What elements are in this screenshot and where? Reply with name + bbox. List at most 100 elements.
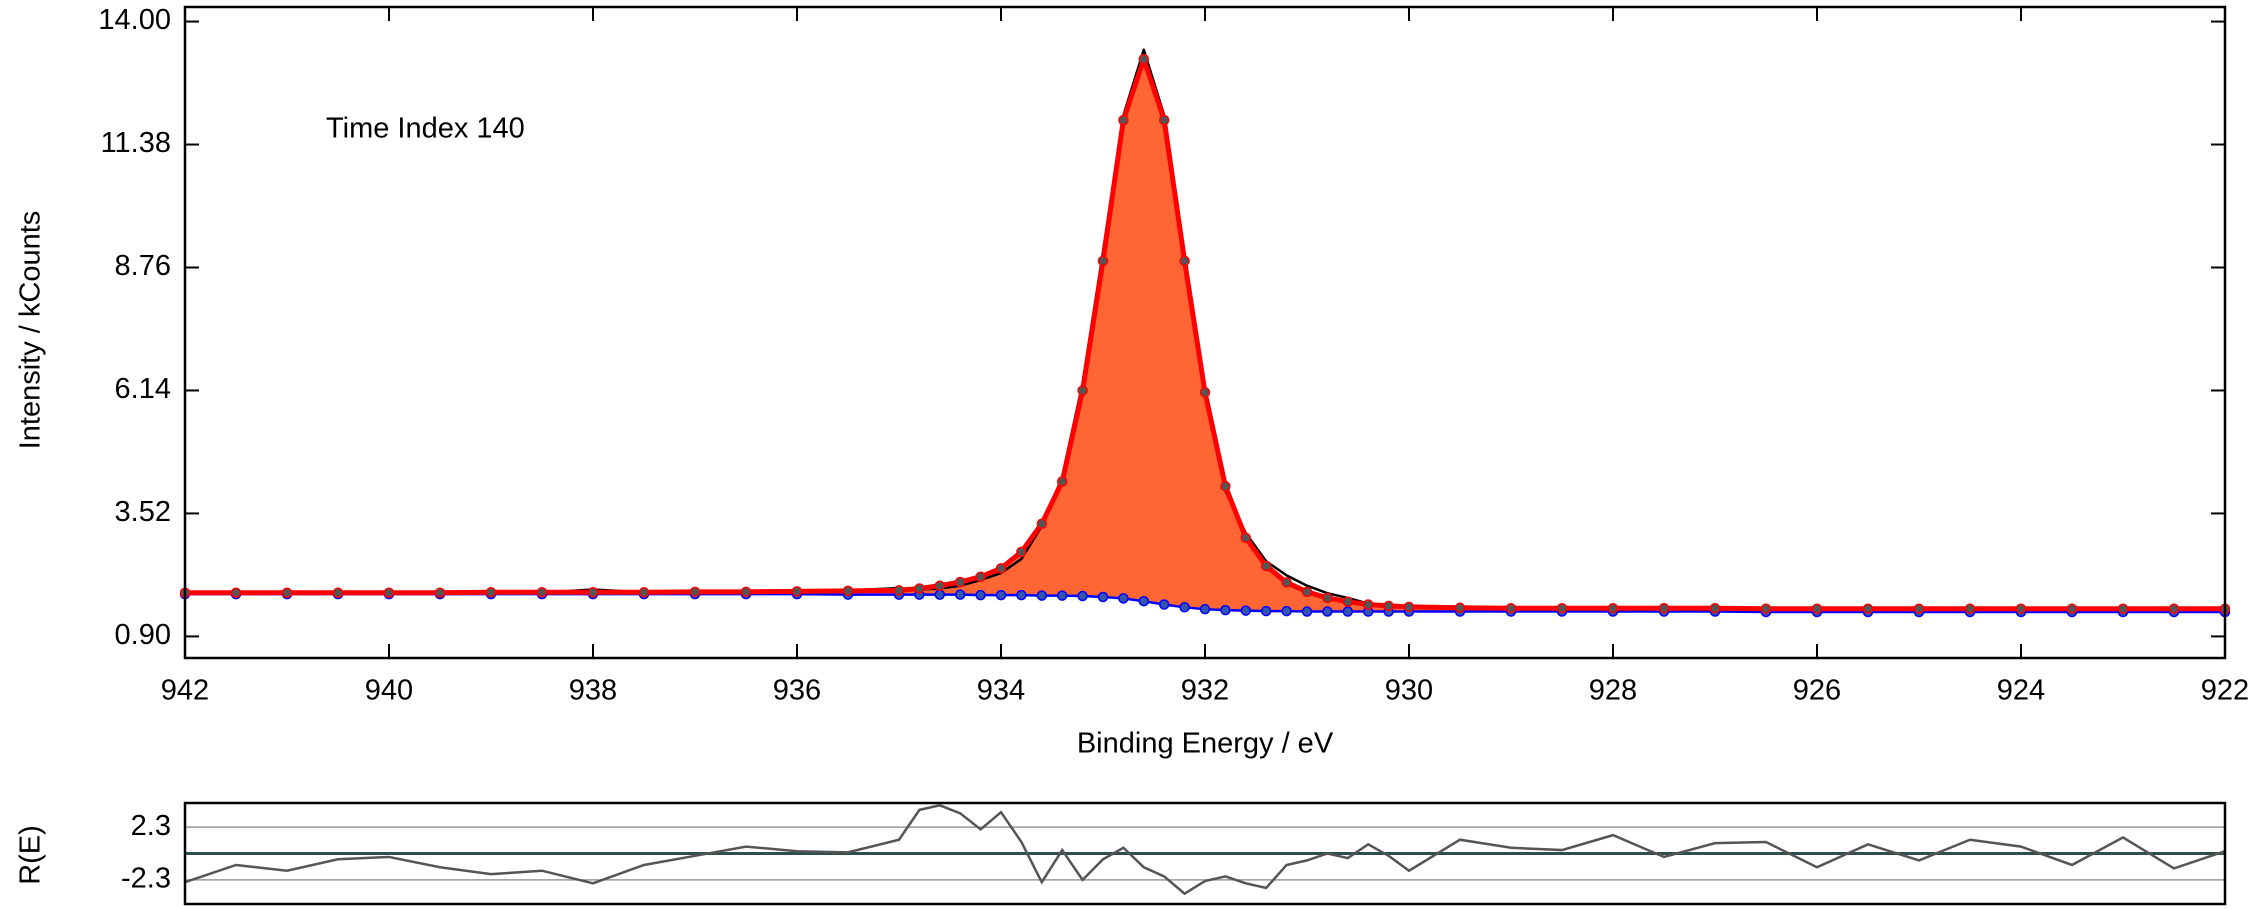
marker bbox=[995, 589, 1007, 601]
x-tick-label: 932 bbox=[1181, 675, 1229, 707]
marker bbox=[2168, 603, 2180, 614]
marker bbox=[1362, 599, 1374, 610]
marker bbox=[1342, 596, 1354, 607]
marker bbox=[1964, 603, 1976, 614]
envelope-line bbox=[185, 56, 2225, 612]
plot-frame bbox=[183, 5, 2227, 660]
marker bbox=[1383, 600, 1394, 612]
marker bbox=[1056, 476, 1068, 487]
marker bbox=[1862, 603, 1874, 614]
marker bbox=[1556, 602, 1568, 614]
marker bbox=[1118, 114, 1129, 126]
x-tick-label: 928 bbox=[1589, 675, 1637, 707]
marker bbox=[1607, 602, 1619, 614]
marker bbox=[791, 586, 803, 597]
y-tick-label: 3.52 bbox=[115, 496, 171, 528]
marker bbox=[2015, 603, 2027, 614]
marker bbox=[740, 586, 752, 598]
x-tick-label: 926 bbox=[1793, 675, 1841, 707]
marker bbox=[995, 563, 1007, 574]
x-tick-label: 936 bbox=[773, 675, 821, 707]
marker bbox=[1016, 546, 1027, 558]
marker bbox=[434, 587, 446, 599]
x-tick-label: 924 bbox=[1997, 675, 2045, 707]
y-tick-label: 6.14 bbox=[115, 373, 171, 405]
y-tick-label: 8.76 bbox=[115, 250, 171, 282]
marker bbox=[1301, 586, 1313, 598]
marker bbox=[1913, 603, 1925, 614]
marker bbox=[1240, 532, 1252, 544]
marker bbox=[975, 589, 986, 601]
marker bbox=[954, 576, 966, 588]
marker bbox=[2066, 603, 2078, 614]
component-area bbox=[185, 59, 2225, 613]
marker bbox=[934, 580, 946, 591]
marker bbox=[1016, 589, 1027, 601]
marker bbox=[914, 583, 925, 594]
marker bbox=[1158, 114, 1170, 126]
marker bbox=[383, 587, 395, 599]
x-tick-label: 938 bbox=[569, 675, 617, 707]
marker bbox=[1811, 603, 1823, 614]
marker bbox=[1077, 590, 1088, 602]
marker bbox=[536, 587, 548, 598]
marker bbox=[1322, 592, 1333, 604]
x-axis-label: Binding Energy / eV bbox=[1077, 728, 1334, 760]
y-axis-label: Intensity / kCounts bbox=[15, 211, 47, 450]
marker bbox=[1260, 605, 1272, 617]
marker bbox=[1505, 602, 1517, 614]
marker bbox=[842, 585, 854, 597]
marker bbox=[954, 589, 966, 600]
marker bbox=[1138, 595, 1150, 607]
marker bbox=[975, 571, 986, 583]
marker bbox=[230, 587, 242, 599]
marker bbox=[1403, 601, 1415, 613]
marker bbox=[1138, 53, 1150, 65]
marker bbox=[1220, 604, 1231, 616]
x-tick-label: 930 bbox=[1385, 675, 1433, 707]
marker bbox=[1709, 602, 1721, 614]
marker bbox=[1322, 606, 1333, 617]
marker bbox=[638, 587, 650, 598]
marker bbox=[1281, 577, 1292, 588]
marker bbox=[1760, 603, 1772, 614]
marker bbox=[1260, 560, 1272, 572]
marker bbox=[1658, 602, 1670, 614]
marker bbox=[587, 587, 599, 598]
y-tick-label: 2.3 bbox=[131, 810, 171, 842]
marker bbox=[485, 587, 497, 598]
marker bbox=[1199, 387, 1211, 398]
marker bbox=[1454, 602, 1466, 614]
marker bbox=[332, 587, 344, 599]
y-tick-label: 11.38 bbox=[101, 127, 171, 159]
marker bbox=[1036, 518, 1048, 530]
marker bbox=[2117, 603, 2129, 614]
marker bbox=[1097, 255, 1109, 267]
marker bbox=[1158, 599, 1170, 610]
x-tick-label: 942 bbox=[161, 675, 209, 707]
marker bbox=[1342, 606, 1354, 617]
x-tick-label: 922 bbox=[2201, 675, 2249, 707]
marker bbox=[1179, 255, 1190, 267]
marker bbox=[281, 587, 293, 599]
marker bbox=[1301, 606, 1313, 617]
x-tick-label: 934 bbox=[977, 675, 1025, 707]
marker bbox=[1281, 605, 1292, 617]
marker bbox=[1097, 591, 1109, 603]
marker bbox=[1036, 590, 1048, 601]
x-tick-label: 940 bbox=[365, 675, 413, 707]
marker bbox=[893, 585, 905, 596]
marker bbox=[1240, 605, 1252, 616]
annotation: Time Index 140 bbox=[326, 113, 525, 145]
marker bbox=[934, 589, 946, 600]
y-tick-label: 14.00 bbox=[98, 4, 171, 36]
marker bbox=[1220, 480, 1231, 492]
marker bbox=[1077, 385, 1088, 396]
residual-line bbox=[184, 803, 2226, 896]
marker bbox=[1118, 593, 1129, 604]
residual-frame bbox=[183, 801, 2227, 906]
marker bbox=[689, 586, 701, 598]
marker bbox=[1056, 590, 1068, 601]
residual-axis-label: R(E) bbox=[15, 825, 47, 885]
